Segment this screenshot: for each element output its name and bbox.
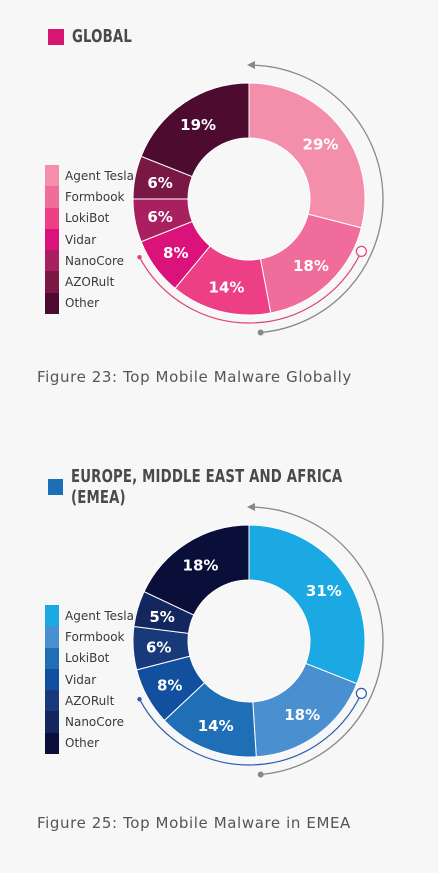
section-heading: GLOBAL	[48, 26, 145, 47]
arc-ring-marker	[355, 245, 367, 258]
legend-item: Formbook	[45, 626, 134, 648]
heading-square-icon	[48, 479, 63, 495]
heading-square-icon	[48, 28, 64, 45]
arrow-head-icon	[247, 503, 255, 511]
legend-label: Vidar	[65, 232, 97, 247]
legend-item: Other	[45, 732, 134, 755]
decorative-arc-inner	[138, 693, 362, 766]
legend-swatch	[45, 690, 59, 712]
slice-label: 8%	[163, 244, 188, 262]
legend-item: LokiBot	[45, 207, 134, 229]
legend-label: Formbook	[65, 629, 125, 644]
legend-item: AZORult	[45, 690, 134, 712]
decorative-arc-outer	[248, 64, 384, 334]
legend-item: Vidar	[45, 668, 134, 691]
global-section: GLOBAL 29% 18% 14% 8% 6% 6% 19% Agent Tesla For…	[0, 0, 438, 430]
legend-swatch	[45, 732, 59, 755]
legend-swatch	[45, 207, 59, 229]
donut-slice	[140, 82, 250, 178]
legend-label: Other	[65, 296, 100, 311]
donut-slice	[248, 524, 366, 685]
legend-label: NanoCore	[65, 715, 125, 730]
slice-label: 6%	[147, 208, 172, 226]
arc-ring-marker	[355, 687, 367, 700]
legend-swatch	[45, 668, 59, 691]
legend-item: LokiBot	[45, 647, 134, 669]
slice-label: 29%	[303, 136, 339, 154]
legend-item: Formbook	[45, 186, 134, 208]
section-title: GLOBAL	[72, 26, 132, 47]
donut-slice	[143, 524, 250, 616]
slice-label: 31%	[306, 582, 342, 600]
arc-end-dot	[257, 329, 264, 336]
legend-swatch	[45, 605, 59, 627]
figure-caption: Figure 25: Top Mobile Malware in EMEA	[37, 814, 351, 832]
arc-end-dot	[257, 771, 264, 778]
chart-legend: Agent Tesla Formbook LokiBot Vidar AZORult Na…	[45, 605, 134, 755]
legend-label: AZORult	[65, 693, 115, 708]
slice-label: 14%	[209, 279, 245, 297]
arc-end-dot	[137, 255, 142, 260]
legend-label: Other	[65, 736, 100, 751]
legend-swatch	[45, 186, 59, 208]
legend-label: Agent Tesla	[65, 608, 134, 623]
legend-swatch	[45, 711, 59, 733]
legend-swatch	[45, 271, 59, 293]
decorative-arc-outer	[248, 506, 384, 776]
slice-label: 19%	[180, 116, 216, 134]
slice-label: 5%	[149, 608, 174, 626]
slice-label: 14%	[198, 717, 234, 735]
section-title: EUROPE, MIDDLE EAST AND AFRICA (EMEA)	[70, 466, 342, 508]
legend-item: Agent Tesla	[45, 165, 134, 187]
legend-item: NanoCore	[45, 711, 134, 733]
arrow-head-icon	[247, 61, 255, 69]
decorative-arc-inner	[138, 251, 362, 324]
slice-label: 6%	[146, 639, 171, 657]
legend-swatch	[45, 647, 59, 669]
emea-section: EUROPE, MIDDLE EAST AND AFRICA (EMEA) 31…	[0, 440, 438, 873]
slice-label: 18%	[284, 706, 320, 724]
legend-label: Agent Tesla	[65, 168, 134, 183]
legend-item: Vidar	[45, 228, 134, 251]
legend-label: Formbook	[65, 189, 125, 204]
legend-swatch	[45, 250, 59, 272]
slice-label: 8%	[157, 677, 182, 695]
slice-label: 18%	[183, 557, 219, 575]
slice-label: 6%	[147, 174, 172, 192]
legend-swatch	[45, 626, 59, 648]
legend-label: NanoCore	[65, 253, 125, 268]
donut-slice	[248, 82, 366, 229]
figure-caption: Figure 23: Top Mobile Malware Globally	[37, 368, 352, 386]
legend-swatch	[45, 228, 59, 251]
legend-swatch	[45, 292, 59, 315]
slice-label: 18%	[293, 257, 329, 275]
legend-item: AZORult	[45, 271, 134, 293]
legend-swatch	[45, 165, 59, 187]
legend-label: LokiBot	[65, 211, 110, 226]
donut-chart-emea: 31% 18% 14% 8% 6% 5% 18%	[132, 503, 384, 778]
donut-chart-global: 29% 18% 14% 8% 6% 6% 19%	[132, 61, 384, 336]
section-heading: EUROPE, MIDDLE EAST AND AFRICA (EMEA)	[48, 466, 438, 508]
legend-item: Agent Tesla	[45, 605, 134, 627]
arc-end-dot	[137, 697, 142, 702]
legend-label: Vidar	[65, 672, 97, 687]
legend-label: LokiBot	[65, 651, 110, 666]
legend-item: NanoCore	[45, 250, 134, 272]
legend-label: AZORult	[65, 275, 115, 290]
chart-legend: Agent Tesla Formbook LokiBot Vidar NanoCore A…	[45, 165, 134, 315]
legend-item: Other	[45, 292, 134, 315]
